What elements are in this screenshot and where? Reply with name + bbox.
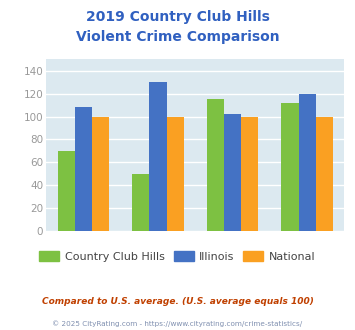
- Bar: [207, 99, 224, 231]
- Bar: [58, 151, 75, 231]
- Text: Violent Crime Comparison: Violent Crime Comparison: [76, 30, 279, 44]
- Bar: [75, 108, 92, 231]
- Text: 2019 Country Club Hills: 2019 Country Club Hills: [86, 10, 269, 24]
- Text: Compared to U.S. average. (U.S. average equals 100): Compared to U.S. average. (U.S. average …: [42, 297, 313, 306]
- Bar: [92, 116, 109, 231]
- Bar: [166, 116, 184, 231]
- Bar: [224, 114, 241, 231]
- Bar: [149, 82, 166, 231]
- Bar: [132, 174, 149, 231]
- Bar: [282, 103, 299, 231]
- Bar: [299, 94, 316, 231]
- Bar: [316, 116, 333, 231]
- Bar: [241, 116, 258, 231]
- Text: © 2025 CityRating.com - https://www.cityrating.com/crime-statistics/: © 2025 CityRating.com - https://www.city…: [53, 320, 302, 327]
- Legend: Country Club Hills, Illinois, National: Country Club Hills, Illinois, National: [35, 247, 320, 267]
